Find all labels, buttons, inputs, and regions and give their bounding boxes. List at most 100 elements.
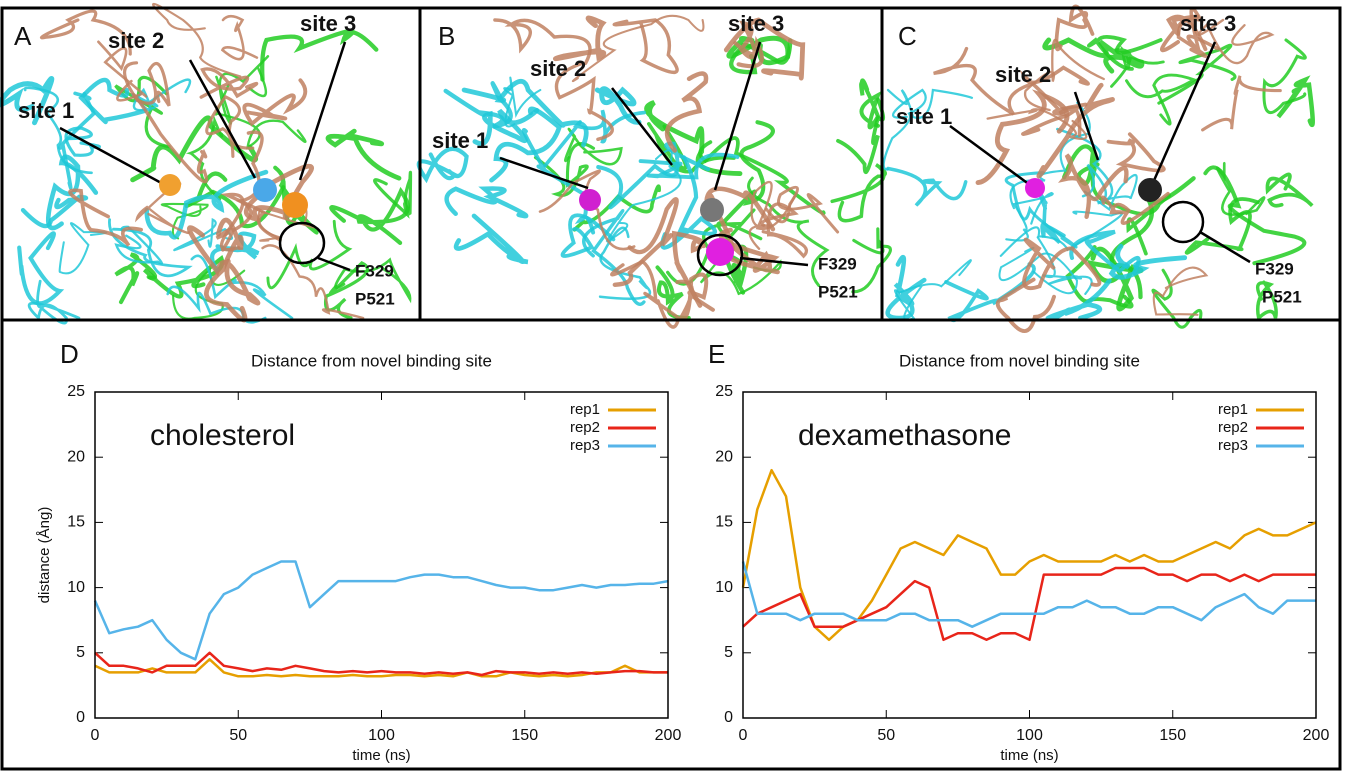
ribbon — [538, 169, 636, 251]
ribbon — [489, 106, 563, 183]
chart-title: Distance from novel binding site — [251, 351, 492, 370]
series-line — [741, 561, 1316, 628]
ribbon — [1216, 162, 1266, 216]
ribbon — [58, 91, 97, 190]
ribbon — [552, 15, 607, 62]
x-tick-label: 200 — [1303, 727, 1330, 744]
x-tick-label: 200 — [655, 727, 682, 744]
ribbon — [152, 3, 242, 78]
ribbon — [995, 277, 1056, 334]
ribbon — [554, 62, 614, 141]
x-axis-label: time (ns) — [352, 747, 410, 764]
ribbon — [132, 93, 209, 184]
x-tick-label: 0 — [739, 727, 748, 744]
ribbon — [64, 126, 101, 157]
ligand-spheres — [159, 174, 1162, 266]
residue-label: P521 — [818, 282, 858, 301]
ribbon — [612, 18, 679, 75]
ribbon — [273, 165, 319, 235]
ribbon — [1151, 268, 1203, 329]
callouts — [59, 41, 1251, 277]
ribbon — [493, 18, 592, 65]
ligand — [1138, 178, 1162, 202]
chart-title: Distance from novel binding site — [899, 351, 1140, 370]
ribbon — [190, 254, 294, 320]
ribbon — [1022, 237, 1102, 291]
ribbon — [726, 35, 791, 66]
ribbon — [215, 130, 264, 252]
ribbon — [242, 78, 308, 127]
panel-label: D — [60, 339, 79, 369]
series-line — [94, 658, 668, 678]
ribbon — [859, 78, 882, 130]
ribbon — [1045, 278, 1112, 322]
callout — [739, 256, 809, 267]
ribbon — [1005, 191, 1054, 242]
ribbon — [1021, 105, 1082, 138]
ligand — [706, 238, 734, 266]
x-tick-label: 100 — [368, 727, 395, 744]
ribbon — [666, 208, 763, 286]
ribbon — [672, 230, 707, 308]
series-line — [94, 651, 668, 677]
ribbon — [114, 252, 157, 305]
series-line — [742, 566, 1316, 642]
panel-label: B — [438, 21, 455, 51]
ribbon — [699, 248, 782, 296]
ribbon — [416, 146, 469, 184]
ribbon — [108, 218, 193, 278]
legend-label: rep3 — [570, 437, 600, 454]
site-label: site 3 — [300, 11, 356, 36]
residue-label: P521 — [355, 289, 395, 308]
residue-label: P521 — [1262, 287, 1302, 306]
site-label: site 2 — [530, 56, 586, 81]
callout — [713, 41, 762, 191]
ribbon — [1110, 45, 1165, 88]
ribbon — [1152, 266, 1209, 316]
ribbon — [1197, 18, 1275, 65]
circle — [278, 221, 326, 265]
ribbon — [1056, 127, 1114, 205]
ribbon — [1255, 280, 1278, 322]
series-line — [741, 468, 1317, 642]
ribbon — [610, 259, 681, 329]
ribbon — [612, 197, 679, 287]
ribbon — [596, 141, 711, 210]
circle — [696, 233, 744, 277]
site-label: site 1 — [18, 98, 74, 123]
callout — [611, 87, 673, 166]
x-tick-label: 0 — [91, 727, 100, 744]
ribbon — [1125, 73, 1198, 126]
ribbon — [1036, 82, 1115, 179]
ribbon — [204, 217, 248, 323]
ribbon — [760, 202, 809, 259]
y-tick-label: 10 — [715, 579, 733, 596]
ribbon — [503, 76, 542, 128]
ribbon — [564, 127, 623, 166]
ribbon — [885, 254, 927, 321]
ribbon — [453, 213, 529, 265]
ribbon — [97, 40, 148, 102]
site-label: site 2 — [995, 62, 1051, 87]
ribbon — [733, 20, 764, 69]
ribbon — [199, 67, 259, 99]
site-label: site 1 — [896, 104, 952, 129]
ribbon — [1019, 65, 1090, 117]
x-axis-label: time (ns) — [1000, 747, 1058, 764]
ribbon — [1160, 14, 1208, 53]
ribbon — [723, 17, 806, 81]
ribbon — [933, 46, 1036, 116]
legend-label: rep2 — [1218, 419, 1248, 436]
x-tick-label: 150 — [1159, 727, 1186, 744]
ribbon — [594, 86, 642, 125]
ribbon — [39, 9, 132, 56]
y-tick-label: 25 — [67, 383, 85, 400]
series-line — [93, 560, 669, 661]
x-tick-label: 150 — [511, 727, 538, 744]
ribbon — [655, 265, 691, 320]
ligand — [253, 178, 277, 202]
callout — [59, 126, 166, 187]
y-tick-label: 20 — [715, 448, 733, 465]
ribbon — [257, 197, 315, 242]
